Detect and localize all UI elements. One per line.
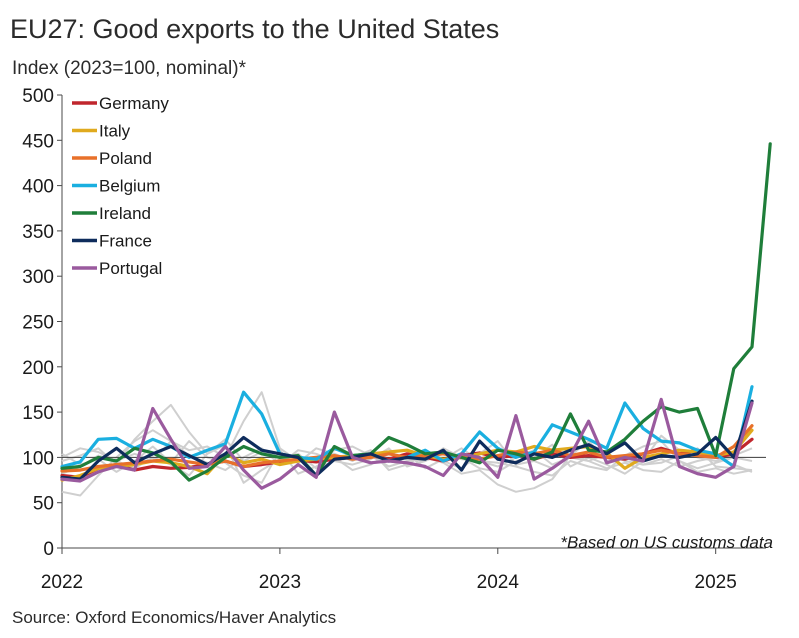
background-series-line [61,440,753,473]
y-tick-label: 400 [22,177,54,198]
series-line-ireland [60,142,772,482]
y-tick-label: 500 [22,86,54,107]
y-tick-label: 0 [43,539,54,560]
y-tick-label: 200 [22,358,54,379]
legend-label-france: France [99,232,152,251]
chart-title: EU27: Good exports to the United States [10,14,500,44]
y-tick-label: 300 [22,267,54,288]
x-tick-label: 2024 [477,572,520,593]
y-tick-label: 50 [33,494,54,515]
legend-label-ireland: Ireland [99,204,151,223]
x-tick-label: 2025 [695,572,737,593]
y-axis-label: Index (2023=100, nominal)* [12,58,246,79]
legend-label-portugal: Portugal [99,259,162,278]
x-tick-label: 2023 [259,572,301,593]
y-tick-label: 350 [22,222,54,243]
legend-label-germany: Germany [99,94,169,113]
y-tick-label: 450 [22,131,54,152]
legend-label-belgium: Belgium [99,177,160,196]
background-series-line [61,434,753,484]
source-note: Source: Oxford Economics/Haver Analytics [12,608,337,627]
series-line-portugal [60,397,754,490]
series-group [60,142,772,490]
y-tick-label: 100 [22,448,54,469]
x-tick-label: 2022 [41,572,83,593]
y-tick-label: 250 [22,313,54,334]
legend: Germany Italy Poland Belgium Ireland France Po… [72,94,169,278]
legend-label-italy: Italy [99,122,131,141]
x-axis: 2022 2023 2024 2025 [41,548,737,593]
annotation-note: *Based on US customs data [560,533,773,552]
y-tick-label: 150 [22,403,54,424]
y-axis: 0 50 100 150 200 250 300 350 400 450 500 [22,86,62,560]
legend-label-poland: Poland [99,149,152,168]
